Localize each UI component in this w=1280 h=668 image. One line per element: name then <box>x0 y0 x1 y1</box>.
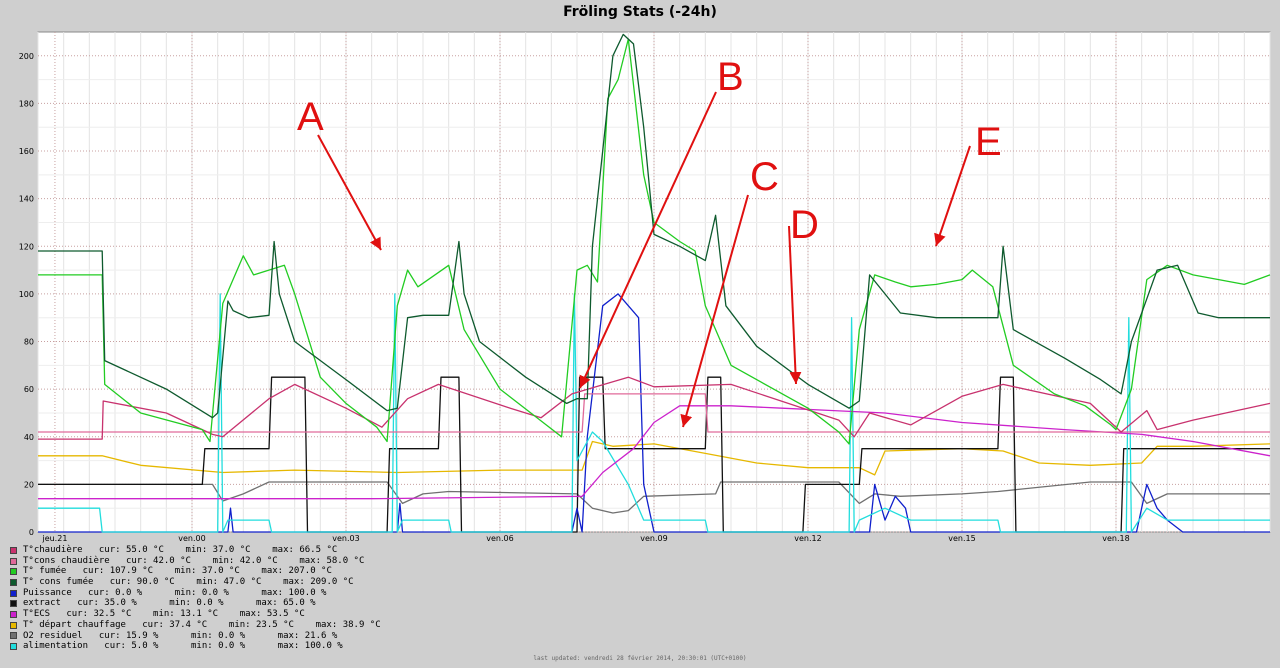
annotation-arrow-b <box>579 91 717 389</box>
legend-swatch <box>10 557 17 565</box>
legend-item: T° départ chauffage cur: 37.4 °C min: 23… <box>10 620 381 631</box>
y-tick-label: 80 <box>24 338 34 347</box>
legend-name: T°cons chaudière <box>23 555 110 566</box>
legend-stats: cur: 32.5 °C min: 13.1 °C max: 53.5 °C <box>50 609 305 620</box>
chart-title: Fröling Stats (-24h) <box>563 4 717 20</box>
annotation-arrow-e <box>934 145 971 247</box>
series-line-9 <box>38 293 1270 533</box>
annotation-label-b: B <box>717 55 744 99</box>
legend-item: T° cons fumée cur: 90.0 °C min: 47.0 °C … <box>10 577 381 588</box>
legend-stats: cur: 90.0 °C min: 47.0 °C max: 209.0 °C <box>93 577 354 588</box>
legend: T°chaudière cur: 55.0 °C min: 37.0 °C ma… <box>10 545 381 652</box>
y-tick-label: 0 <box>29 528 34 537</box>
y-tick-label: 100 <box>19 290 34 299</box>
x-tick-label: ven.12 <box>794 534 821 543</box>
annotation-label-c: C <box>750 155 779 199</box>
series-line-0 <box>38 376 1271 440</box>
y-tick-label: 20 <box>24 480 34 489</box>
series-line-1 <box>38 393 1270 433</box>
legend-swatch <box>10 546 17 554</box>
legend-swatch <box>10 643 17 651</box>
legend-swatch <box>10 610 17 618</box>
legend-item: T°ECS cur: 32.5 °C min: 13.1 °C max: 53.… <box>10 609 381 620</box>
legend-item: O2 residuel cur: 15.9 % min: 0.0 % max: … <box>10 631 381 642</box>
legend-name: Puissance <box>23 587 72 598</box>
x-tick-label: jeu.21 <box>41 534 67 543</box>
legend-stats: cur: 15.9 % min: 0.0 % max: 21.6 % <box>82 630 338 641</box>
y-tick-label: 40 <box>24 433 34 442</box>
series-line-3 <box>38 33 1270 419</box>
annotation-arrow-a <box>317 134 382 251</box>
legend-swatch <box>10 621 17 629</box>
legend-name: O2 residuel <box>23 630 83 641</box>
legend-name: alimentation <box>23 641 89 652</box>
legend-stats: cur: 37.4 °C min: 23.5 °C max: 38.9 °C <box>125 619 381 630</box>
legend-item: Puissance cur: 0.0 % min: 0.0 % max: 100… <box>10 588 381 599</box>
legend-item: extract cur: 35.0 % min: 0.0 % max: 65.0… <box>10 598 381 609</box>
series-line-6 <box>38 405 1271 500</box>
legend-swatch <box>10 600 17 608</box>
legend-name: extract <box>23 598 61 609</box>
legend-stats: cur: 55.0 °C min: 37.0 °C max: 66.5 °C <box>82 545 338 555</box>
x-tick-label: ven.09 <box>640 534 667 543</box>
annotation-label-a: A <box>297 95 324 139</box>
series-line-5 <box>38 376 1270 533</box>
legend-swatch <box>10 632 17 640</box>
y-tick-label: 140 <box>19 195 34 204</box>
legend-stats: cur: 42.0 °C min: 42.0 °C max: 58.0 °C <box>109 555 365 566</box>
legend-stats: cur: 35.0 % min: 0.0 % max: 65.0 % <box>60 598 316 609</box>
y-tick-label: 200 <box>19 52 34 61</box>
x-tick-label: ven.18 <box>1102 534 1129 543</box>
x-tick-label: ven.03 <box>332 534 359 543</box>
annotation-label-d: D <box>790 203 819 247</box>
y-tick-label: 60 <box>24 385 34 394</box>
annotation-label-e: E <box>975 120 1002 164</box>
legend-stats: cur: 0.0 % min: 0.0 % max: 100.0 % <box>71 587 327 598</box>
last-updated: last updated: vendredi 28 février 2014, … <box>533 655 747 662</box>
y-tick-label: 180 <box>19 99 34 108</box>
y-tick-label: 120 <box>19 242 34 251</box>
legend-name: T° cons fumée <box>23 577 94 588</box>
legend-name: T°ECS <box>23 609 51 620</box>
legend-item: T°cons chaudière cur: 42.0 °C min: 42.0 … <box>10 556 381 567</box>
legend-name: T° fumée <box>23 566 67 577</box>
legend-name: T°chaudière <box>23 545 83 555</box>
legend-item: T°chaudière cur: 55.0 °C min: 37.0 °C ma… <box>10 545 381 556</box>
legend-item: T° fumée cur: 107.9 °C min: 37.0 °C max:… <box>10 566 381 577</box>
legend-swatch <box>10 578 17 586</box>
x-tick-label: ven.15 <box>948 534 975 543</box>
legend-item: alimentation cur: 5.0 % min: 0.0 % max: … <box>10 641 381 652</box>
legend-stats: cur: 107.9 °C min: 37.0 °C max: 207.0 °C <box>66 566 332 577</box>
series-line-2 <box>38 38 1271 445</box>
legend-name: T° départ chauffage <box>23 619 126 630</box>
legend-swatch <box>10 568 17 576</box>
chart-svg: A B CD E jeu.21 ven.00 ven.03 ven.06 ven.09 ven.… <box>19 31 1271 543</box>
x-tick-label: ven.06 <box>486 534 513 543</box>
series-line-4 <box>38 293 1270 533</box>
y-tick-label: 160 <box>19 147 34 156</box>
annotation-arrow-c <box>680 194 749 428</box>
series-line-7 <box>38 440 1271 476</box>
legend-stats: cur: 5.0 % min: 0.0 % max: 100.0 % <box>88 641 343 652</box>
series-line-8 <box>38 481 1270 514</box>
x-tick-label: ven.00 <box>178 534 205 543</box>
annotation-arrow-d <box>788 225 802 385</box>
legend-swatch <box>10 589 17 597</box>
